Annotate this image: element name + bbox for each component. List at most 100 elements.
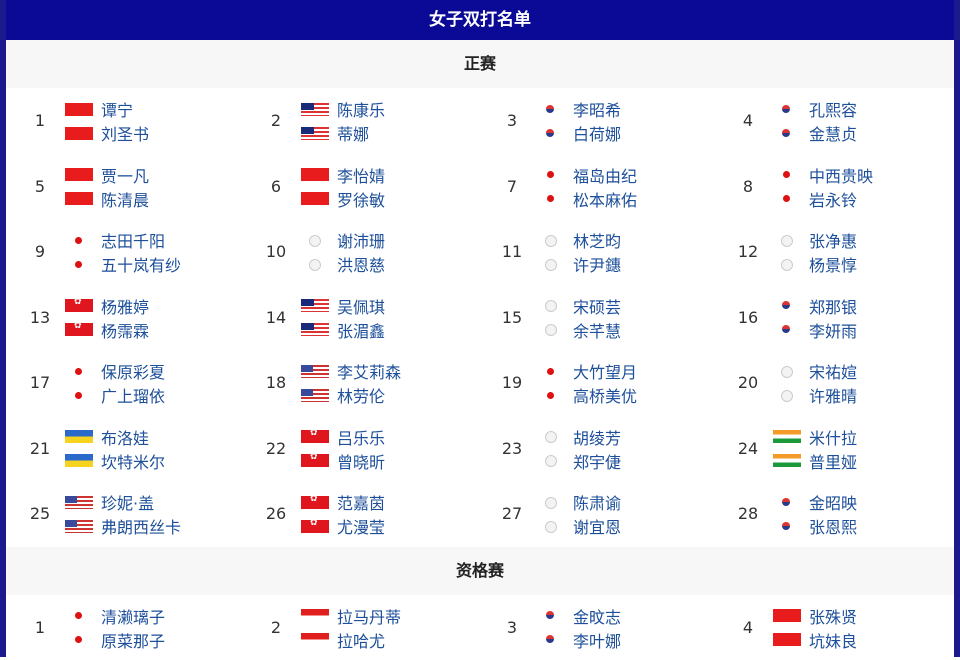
player-name[interactable]: 洪恩慈: [337, 252, 385, 276]
player-name[interactable]: 拉哈尤: [337, 628, 385, 652]
player-name[interactable]: 张恩熙: [809, 514, 857, 538]
player[interactable]: 李怡婧: [301, 163, 385, 187]
player[interactable]: 白荷娜: [537, 121, 621, 145]
player-name[interactable]: 罗徐敏: [337, 187, 385, 211]
player[interactable]: 林劳伦: [301, 383, 385, 407]
player[interactable]: 清濑璃子: [65, 604, 165, 628]
player[interactable]: 李叶娜: [537, 628, 621, 652]
player[interactable]: 杨景惇: [773, 252, 857, 276]
player-name[interactable]: 吴佩琪: [337, 294, 385, 318]
player[interactable]: 蒂娜: [301, 121, 369, 145]
player-name[interactable]: 张殊贤: [809, 604, 857, 628]
player[interactable]: 普里娅: [773, 449, 857, 473]
player-name[interactable]: 广上瑠依: [101, 383, 165, 407]
player[interactable]: 洪恩慈: [301, 252, 385, 276]
player-name[interactable]: 五十岚有纱: [101, 252, 181, 276]
player[interactable]: 余芊慧: [537, 318, 621, 342]
player-name[interactable]: 杨景惇: [809, 252, 857, 276]
player[interactable]: 布洛娃: [65, 425, 149, 449]
player-name[interactable]: 许尹鏸: [573, 252, 621, 276]
player[interactable]: 陈肃谕: [537, 490, 621, 514]
player-name[interactable]: 清濑璃子: [101, 604, 165, 628]
player[interactable]: 孔熙容: [773, 97, 857, 121]
player[interactable]: 志田千阳: [65, 228, 165, 252]
player[interactable]: 胡绫芳: [537, 425, 621, 449]
player[interactable]: 米什拉: [773, 425, 857, 449]
player[interactable]: 松本麻佑: [537, 187, 637, 211]
player[interactable]: 原菜那子: [65, 628, 165, 652]
player-name[interactable]: 高桥美优: [573, 383, 637, 407]
player-name[interactable]: 张湄鑫: [337, 318, 385, 342]
player-name[interactable]: 大竹望月: [573, 359, 637, 383]
player[interactable]: 李昭希: [537, 97, 621, 121]
player-name[interactable]: 余芊慧: [573, 318, 621, 342]
player[interactable]: 尤漫莹: [301, 514, 385, 538]
player[interactable]: 郑那银: [773, 294, 857, 318]
player-name[interactable]: 谢宜恩: [573, 514, 621, 538]
player-name[interactable]: 松本麻佑: [573, 187, 637, 211]
player-name[interactable]: 郑那银: [809, 294, 857, 318]
player-name[interactable]: 林劳伦: [337, 383, 385, 407]
player-name[interactable]: 弗朗西丝卡: [101, 514, 181, 538]
player-name[interactable]: 谭宁: [101, 97, 133, 121]
player[interactable]: 五十岚有纱: [65, 252, 181, 276]
player-name[interactable]: 贾一凡: [101, 163, 149, 187]
player-name[interactable]: 坑妹良: [809, 628, 857, 652]
player[interactable]: 张殊贤: [773, 604, 857, 628]
player[interactable]: 宋祐媗: [773, 359, 857, 383]
player-name[interactable]: 郑宇倢: [573, 449, 621, 473]
player[interactable]: 许尹鏸: [537, 252, 621, 276]
player[interactable]: 金昭映: [773, 490, 857, 514]
player[interactable]: 保原彩夏: [65, 359, 165, 383]
player[interactable]: 吕乐乐: [301, 425, 385, 449]
player[interactable]: 珍妮·盖: [65, 490, 154, 514]
player[interactable]: 陈清晨: [65, 187, 149, 211]
player-name[interactable]: 李叶娜: [573, 628, 621, 652]
player-name[interactable]: 蒂娜: [337, 121, 369, 145]
player-name[interactable]: 金慧贞: [809, 121, 857, 145]
player[interactable]: 张湄鑫: [301, 318, 385, 342]
player[interactable]: 杨雅婷: [65, 294, 149, 318]
player[interactable]: 金慧贞: [773, 121, 857, 145]
player[interactable]: 许雅晴: [773, 383, 857, 407]
player-name[interactable]: 珍妮·盖: [101, 490, 154, 514]
player-name[interactable]: 范嘉茵: [337, 490, 385, 514]
player[interactable]: 李艾莉森: [301, 359, 401, 383]
player-name[interactable]: 胡绫芳: [573, 425, 621, 449]
player-name[interactable]: 李怡婧: [337, 163, 385, 187]
player[interactable]: 李妍雨: [773, 318, 857, 342]
player-name[interactable]: 坎特米尔: [101, 449, 165, 473]
player[interactable]: 坑妹良: [773, 628, 857, 652]
player[interactable]: 郑宇倢: [537, 449, 621, 473]
player-name[interactable]: 杨雅婷: [101, 294, 149, 318]
player[interactable]: 拉马丹蒂: [301, 604, 401, 628]
player-name[interactable]: 林芝昀: [573, 228, 621, 252]
player-name[interactable]: 宋硕芸: [573, 294, 621, 318]
player[interactable]: 林芝昀: [537, 228, 621, 252]
player-name[interactable]: 曾晓昕: [337, 449, 385, 473]
player-name[interactable]: 金昭映: [809, 490, 857, 514]
player[interactable]: 广上瑠依: [65, 383, 165, 407]
player[interactable]: 岩永铃: [773, 187, 857, 211]
player-name[interactable]: 米什拉: [809, 425, 857, 449]
player[interactable]: 范嘉茵: [301, 490, 385, 514]
player-name[interactable]: 李艾莉森: [337, 359, 401, 383]
player[interactable]: 中西贵映: [773, 163, 873, 187]
player-name[interactable]: 宋祐媗: [809, 359, 857, 383]
player[interactable]: 高桥美优: [537, 383, 637, 407]
player[interactable]: 拉哈尤: [301, 628, 385, 652]
player[interactable]: 曾晓昕: [301, 449, 385, 473]
player-name[interactable]: 陈清晨: [101, 187, 149, 211]
player-name[interactable]: 原菜那子: [101, 628, 165, 652]
player-name[interactable]: 普里娅: [809, 449, 857, 473]
player[interactable]: 罗徐敏: [301, 187, 385, 211]
player[interactable]: 吴佩琪: [301, 294, 385, 318]
player[interactable]: 杨霈霖: [65, 318, 149, 342]
player-name[interactable]: 孔熙容: [809, 97, 857, 121]
player-name[interactable]: 保原彩夏: [101, 359, 165, 383]
player[interactable]: 福岛由纪: [537, 163, 637, 187]
player[interactable]: 谢宜恩: [537, 514, 621, 538]
player-name[interactable]: 白荷娜: [573, 121, 621, 145]
player-name[interactable]: 杨霈霖: [101, 318, 149, 342]
player-name[interactable]: 吕乐乐: [337, 425, 385, 449]
